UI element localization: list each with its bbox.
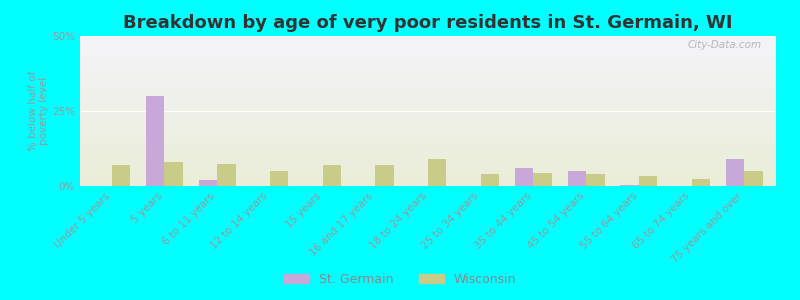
Bar (322, 165, 341, 186)
Bar (515, 168, 534, 186)
Bar (428, 159, 446, 186)
Bar (726, 159, 744, 186)
Bar (146, 96, 164, 186)
Bar (639, 176, 658, 186)
Bar (112, 165, 130, 186)
Y-axis label: % below half of
poverty level: % below half of poverty level (28, 71, 50, 151)
Bar (692, 178, 710, 186)
Text: City-Data.com: City-Data.com (688, 40, 762, 50)
Bar (621, 184, 639, 186)
Title: Breakdown by age of very poor residents in St. Germain, WI: Breakdown by age of very poor residents … (123, 14, 733, 32)
Bar (586, 174, 605, 186)
Bar (270, 171, 288, 186)
Bar (375, 165, 394, 186)
Legend: St. Germain, Wisconsin: St. Germain, Wisconsin (279, 268, 521, 291)
Bar (481, 174, 499, 186)
Bar (534, 172, 552, 186)
Bar (164, 162, 183, 186)
Bar (198, 180, 217, 186)
Bar (744, 171, 763, 186)
Bar (568, 171, 586, 186)
Bar (217, 164, 235, 186)
